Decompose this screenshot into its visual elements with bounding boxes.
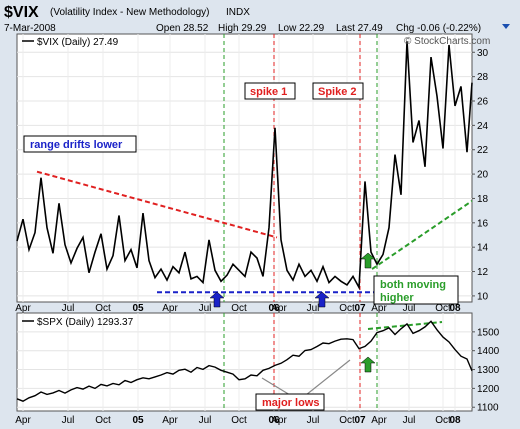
blue-up-arrow-icon <box>209 291 225 308</box>
green-up-arrow-icon <box>360 356 376 373</box>
y-tick-label: 10 <box>477 291 489 302</box>
vix-series-line <box>16 41 473 291</box>
x-tick-label: Jul <box>62 303 75 314</box>
x-tick-label: Jul <box>199 303 212 314</box>
annotation-spike1-text: spike 1 <box>250 86 287 98</box>
y-tick-label: 28 <box>477 72 489 83</box>
vix-panel <box>16 33 473 303</box>
vix-trendlines <box>36 170 473 294</box>
annotation-range-text: range drifts lower <box>30 139 123 151</box>
trendline <box>36 170 278 239</box>
spx-legend: $SPX (Daily) 1293.37 <box>22 317 134 328</box>
x-tick-label: Apr <box>371 415 387 426</box>
x-tick-label: 05 <box>132 415 144 426</box>
spx-event-lines <box>223 313 378 411</box>
copyright: © StockCharts.com <box>404 36 490 47</box>
x-tick-label: Oct <box>231 303 247 314</box>
x-tick-label: Oct <box>339 415 355 426</box>
vix-legend-text: $VIX (Daily) 27.49 <box>37 37 119 48</box>
y-tick-label: 30 <box>477 48 489 59</box>
green-up-arrow-icon <box>360 252 376 269</box>
annotation-both-line1: both moving <box>380 279 446 291</box>
x-tick-label: Jul <box>199 415 212 426</box>
y-tick-label: 1300 <box>477 365 500 376</box>
x-tick-label: Apr <box>15 415 31 426</box>
x-tick-label: Apr <box>162 303 178 314</box>
x-tick-label: Jul <box>307 303 320 314</box>
x-tick-label: Oct <box>435 415 451 426</box>
annotation-major-lows-text: major lows <box>262 397 319 409</box>
y-tick-label: 1400 <box>477 346 500 357</box>
spx-legend-text: $SPX (Daily) 1293.37 <box>37 317 134 328</box>
header-name: (Volatility Index - New Methodology) <box>50 7 210 18</box>
x-tick-label: Apr <box>15 303 31 314</box>
x-tick-label: Oct <box>435 303 451 314</box>
x-tick-label: Oct <box>95 415 111 426</box>
chart-header: $VIX (Volatility Index - New Methodology… <box>4 4 510 34</box>
y-tick-label: 1500 <box>477 327 500 338</box>
y-tick-label: 1200 <box>477 384 500 395</box>
x-tick-label: Apr <box>271 303 287 314</box>
annotation-spike2: Spike 2 <box>312 82 364 100</box>
y-tick-label: 18 <box>477 194 489 205</box>
x-tick-label: Jul <box>307 415 320 426</box>
annotation-spike1: spike 1 <box>244 82 296 100</box>
header-symbol: $VIX <box>4 4 39 21</box>
annotation-both-line2: higher <box>380 292 414 304</box>
spx-series-line <box>16 320 473 402</box>
vix-y-axis: 10 12 14 16 18 20 22 24 26 28 30 <box>472 48 489 302</box>
header-last: Last 27.49 <box>336 23 383 34</box>
header-open: Open 28.52 <box>156 23 209 34</box>
x-tick-label: Oct <box>231 415 247 426</box>
blue-up-arrow-icon <box>314 291 330 308</box>
dropdown-triangle-icon <box>502 24 510 29</box>
vix-event-lines <box>223 34 378 302</box>
y-tick-label: 14 <box>477 243 489 254</box>
spx-y-axis: 1100 1200 1300 1400 1500 <box>472 327 500 414</box>
header-low: Low 22.29 <box>278 23 325 34</box>
x-tick-label: 05 <box>132 303 144 314</box>
annotation-spike2-text: Spike 2 <box>318 86 357 98</box>
header-exchange: INDX <box>226 7 250 18</box>
y-tick-label: 20 <box>477 170 489 181</box>
x-tick-label: 06 <box>268 303 280 314</box>
y-tick-label: 22 <box>477 145 489 156</box>
x-tick-label: Jul <box>403 415 416 426</box>
x-tick-label: Apr <box>371 303 387 314</box>
annotation-major-lows: major lows <box>255 359 351 411</box>
x-tick-label: Apr <box>271 415 287 426</box>
x-tick-label: Jul <box>403 303 416 314</box>
x-tick-label: 08 <box>449 415 461 426</box>
spx-trendline <box>367 321 443 330</box>
trendline <box>371 200 473 270</box>
x-tick-label: 07 <box>354 415 366 426</box>
spx-panel <box>16 312 473 412</box>
header-high: High 29.29 <box>218 23 267 34</box>
x-tick-label: Jul <box>62 415 75 426</box>
y-tick-label: 24 <box>477 121 489 132</box>
vix-legend: $VIX (Daily) 27.49 <box>22 37 119 48</box>
x-tick-label: Oct <box>95 303 111 314</box>
x-tick-label: Oct <box>339 303 355 314</box>
y-tick-label: 26 <box>477 97 489 108</box>
annotation-both-moving: both moving higher <box>373 275 459 305</box>
x-tick-label: Apr <box>162 415 178 426</box>
y-tick-label: 12 <box>477 267 489 278</box>
annotation-range: range drifts lower <box>23 135 137 153</box>
y-tick-label: 16 <box>477 218 489 229</box>
x-tick-label: 07 <box>354 303 366 314</box>
header-date: 7-Mar-2008 <box>4 23 56 34</box>
x-tick-label: 06 <box>268 415 280 426</box>
y-tick-label: 1100 <box>477 403 499 414</box>
header-change: Chg -0.06 (-0.22%) <box>396 23 481 34</box>
x-tick-label: 08 <box>449 303 461 314</box>
